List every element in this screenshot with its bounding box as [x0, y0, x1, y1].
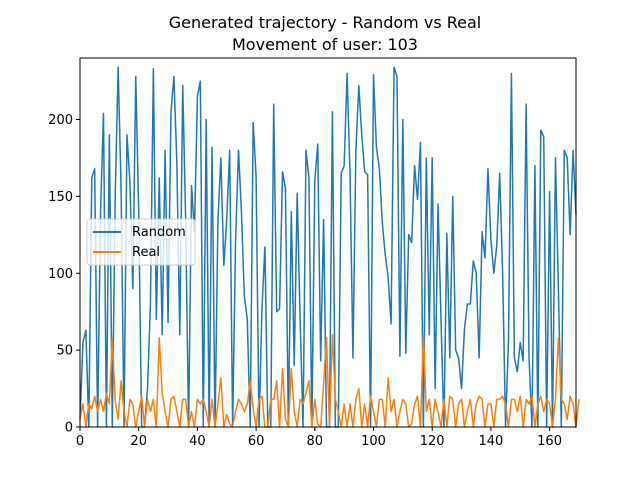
y-tick-label: 150: [48, 190, 73, 205]
plot-area: [79, 57, 580, 428]
chart-title: Generated trajectory - Random vs Real: [169, 13, 481, 32]
y-tick-label: 200: [48, 113, 73, 128]
legend-label-random: Random: [132, 225, 186, 240]
x-tick-label: 100: [361, 434, 386, 449]
x-tick-label: 20: [130, 434, 147, 449]
legend: Random Real: [86, 218, 196, 266]
plot-frame: [79, 57, 577, 428]
chart-subtitle: Movement of user: 103: [232, 35, 418, 54]
x-tick-label: 0: [76, 434, 84, 449]
y-tick-label: 100: [48, 267, 73, 282]
x-axis: 0 20 40 60 80 100 120 140 160: [76, 427, 562, 449]
x-tick-label: 60: [248, 434, 265, 449]
x-tick-label: 160: [537, 434, 562, 449]
y-tick-label: 0: [65, 421, 73, 436]
x-tick-label: 120: [420, 434, 445, 449]
x-tick-label: 140: [478, 434, 503, 449]
x-tick-label: 80: [307, 434, 324, 449]
y-axis: 0 50 100 150 200: [48, 113, 80, 436]
legend-label-real: Real: [132, 245, 160, 260]
y-tick-label: 50: [56, 344, 73, 359]
legend-box: [86, 218, 196, 266]
x-tick-label: 40: [189, 434, 206, 449]
